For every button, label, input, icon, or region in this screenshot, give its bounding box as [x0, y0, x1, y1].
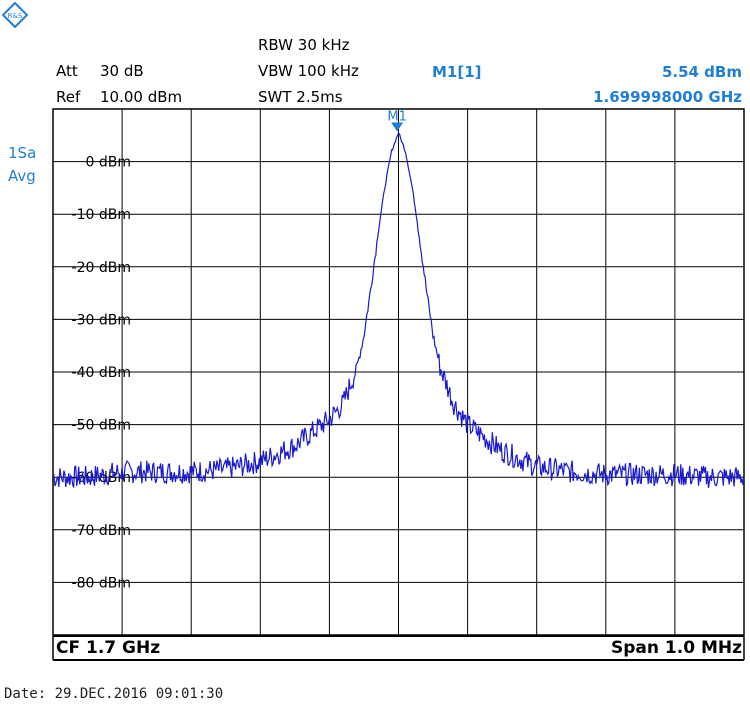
marker: M1: [387, 109, 407, 132]
y-tick-label: -10 dBm: [72, 207, 131, 223]
capture-date: Date: 29.DEC.2016 09:01:30: [4, 686, 224, 702]
ref-value: 10.00 dBm: [100, 88, 183, 106]
att-label: Att: [56, 62, 78, 80]
trace-line: [52, 132, 745, 489]
trace: [52, 132, 745, 489]
swt-setting: SWT 2.5ms: [258, 88, 343, 106]
grid: [52, 108, 745, 661]
y-tick-label: -50 dBm: [72, 418, 131, 434]
marker-level: 5.54 dBm: [661, 63, 742, 81]
y-tick-label: -30 dBm: [72, 312, 131, 328]
center-frequency: CF 1.7 GHz: [56, 638, 161, 658]
y-tick-label: -80 dBm: [72, 575, 131, 591]
y-tick-labels: 0 dBm -10 dBm -20 dBm -30 dBm -40 dBm -50 dBm…: [72, 155, 131, 592]
rbw-setting: RBW 30 kHz: [258, 36, 350, 54]
trace-sample-label: 1Sa: [8, 144, 37, 162]
marker-name: M1[1]: [432, 63, 482, 81]
y-tick-label: -70 dBm: [72, 523, 131, 539]
marker-triangle: [391, 122, 404, 132]
marker-label: M1: [387, 109, 407, 124]
ref-label: Ref: [56, 88, 81, 106]
y-tick-label: -40 dBm: [72, 365, 131, 381]
rs-logo-icon: R&S: [2, 2, 28, 28]
marker-frequency: 1.699998000 GHz: [593, 88, 742, 106]
trace-detector-label: Avg: [8, 167, 36, 185]
y-tick-label: 0 dBm: [86, 155, 132, 171]
logo-text: R&S: [8, 12, 23, 20]
y-tick-label: -20 dBm: [72, 260, 131, 276]
span: Span 1.0 MHz: [611, 638, 742, 658]
vbw-setting: VBW 100 kHz: [258, 62, 359, 80]
att-value: 30 dB: [100, 62, 144, 80]
